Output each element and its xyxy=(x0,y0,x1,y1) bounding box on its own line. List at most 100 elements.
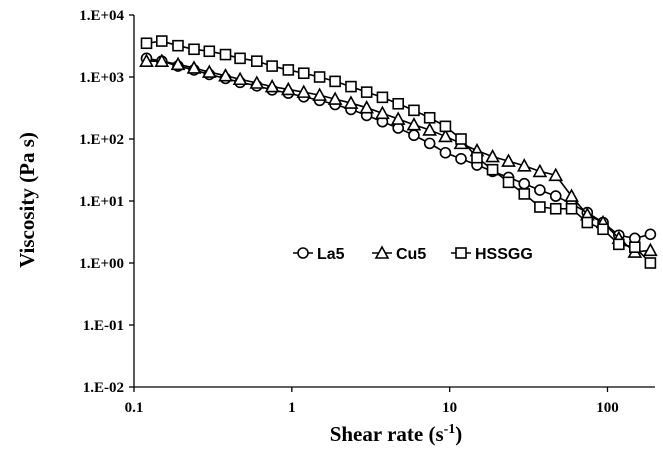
data-point-hssgg xyxy=(471,151,483,164)
data-point-hssgg xyxy=(644,257,657,269)
data-point-hssgg xyxy=(345,80,357,93)
data-point-cu5 xyxy=(186,60,202,74)
data-point-la5 xyxy=(644,228,657,241)
data-point-cu5 xyxy=(501,153,516,167)
data-point-hssgg xyxy=(408,104,420,117)
data-point-cu5 xyxy=(201,64,217,78)
data-point-hssgg xyxy=(251,55,263,67)
data-point-cu5 xyxy=(564,188,579,202)
data-point-hssgg xyxy=(486,163,499,176)
data-point-hssgg xyxy=(360,86,373,98)
y-tick-label: 1.E-02 xyxy=(83,380,124,396)
x-tick-label: 100 xyxy=(596,400,619,416)
x-tick-label: 1 xyxy=(288,400,296,416)
y-tick-label: 1.E+02 xyxy=(79,132,124,148)
data-point-hssgg xyxy=(502,176,515,189)
data-point-la5 xyxy=(423,137,436,150)
data-point-hssgg xyxy=(172,39,184,52)
y-tick-label: 1.E+03 xyxy=(79,70,124,86)
y-tick-label: 1.E+04 xyxy=(79,8,124,24)
legend: La5 Cu5 HSSGG xyxy=(293,245,533,263)
data-point-hssgg xyxy=(266,60,278,72)
data-point-hssgg xyxy=(155,35,168,47)
data-point-cu5 xyxy=(264,78,280,93)
data-point-cu5 xyxy=(218,68,233,82)
data-point-cu5 xyxy=(422,122,438,136)
data-point-hssgg xyxy=(392,97,404,110)
data-point-cu5 xyxy=(516,158,532,172)
data-point-hssgg xyxy=(439,120,452,133)
legend-label-cu5: Cu5 xyxy=(396,246,426,263)
data-point-hssgg xyxy=(518,188,531,200)
x-tick-label: 0.1 xyxy=(125,400,144,416)
data-point-hssgg xyxy=(297,67,310,80)
data-point-la5 xyxy=(455,152,467,165)
data-point-cu5 xyxy=(375,105,390,120)
legend-item-la5: La5 xyxy=(293,246,345,263)
data-point-cu5 xyxy=(343,95,359,109)
series-hssgg xyxy=(140,35,657,269)
series-line-cu5 xyxy=(146,60,651,253)
axes-layer: 1.E-02 1.E-01 1.E+00 1.E+01 1.E+02 1.E+03 1.E+… xyxy=(79,8,619,416)
data-point-cu5 xyxy=(170,56,186,71)
legend-label-la5: La5 xyxy=(317,246,345,263)
y-axis-title: Viscosity (Pa s) xyxy=(15,132,39,268)
data-point-cu5 xyxy=(438,128,453,143)
x-tick-label: 10 xyxy=(442,400,457,416)
data-point-cu5 xyxy=(249,75,265,89)
x-axis-title-end: ) xyxy=(455,422,462,446)
data-point-hssgg xyxy=(534,201,546,213)
data-point-hssgg xyxy=(219,48,232,61)
data-point-cu5 xyxy=(548,167,564,182)
data-point-hssgg xyxy=(629,241,641,253)
data-point-cu5 xyxy=(139,53,154,67)
data-point-hssgg xyxy=(282,64,295,76)
data-point-cu5 xyxy=(296,84,312,98)
data-point-cu5 xyxy=(312,87,327,101)
data-point-hssgg xyxy=(376,91,389,104)
data-point-hssgg xyxy=(234,52,246,65)
data-point-la5 xyxy=(439,146,452,159)
y-tick-label: 1.E-01 xyxy=(83,318,124,334)
data-point-cu5 xyxy=(643,242,658,257)
data-point-hssgg xyxy=(140,37,153,50)
data-point-cu5 xyxy=(359,100,375,114)
data-point-cu5 xyxy=(406,117,422,131)
data-point-hssgg xyxy=(455,133,467,145)
data-point-hssgg xyxy=(188,43,200,56)
data-point-cu5 xyxy=(390,111,406,125)
data-point-cu5 xyxy=(280,81,296,96)
data-point-la5 xyxy=(534,184,546,196)
data-point-hssgg xyxy=(423,111,436,124)
y-tick-label: 1.E+01 xyxy=(79,194,124,210)
data-point-hssgg xyxy=(597,223,609,236)
legend-label-hssgg: HSSGG xyxy=(475,246,533,263)
data-point-cu5 xyxy=(232,71,248,86)
legend-item-hssgg: HSSGG xyxy=(451,246,533,263)
data-point-hssgg xyxy=(581,216,594,229)
x-axis-title: Shear rate (s-1) xyxy=(330,422,463,446)
data-point-cu5 xyxy=(154,53,170,67)
data-point-la5 xyxy=(549,190,562,202)
y-tick-label: 1.E+00 xyxy=(79,256,124,272)
data-point-hssgg xyxy=(613,238,625,251)
data-point-hssgg xyxy=(203,45,216,58)
data-point-hssgg xyxy=(549,202,562,215)
legend-marker-hssgg xyxy=(455,247,467,259)
data-point-la5 xyxy=(518,177,531,190)
x-axis-title-text: Shear rate (s xyxy=(330,422,444,446)
data-point-hssgg xyxy=(565,202,578,215)
x-axis-title-superscript: -1 xyxy=(444,422,456,437)
data-point-hssgg xyxy=(329,75,341,88)
legend-item-cu5: Cu5 xyxy=(372,245,426,263)
legend-marker-la5 xyxy=(297,247,309,259)
data-point-cu5 xyxy=(485,148,500,163)
legend-marker-cu5 xyxy=(374,245,390,259)
data-point-la5 xyxy=(408,129,420,142)
series-cu5 xyxy=(139,53,658,258)
data-point-cu5 xyxy=(327,91,343,105)
data-point-cu5 xyxy=(532,163,548,178)
series-layer xyxy=(139,35,658,269)
data-point-hssgg xyxy=(313,71,326,83)
